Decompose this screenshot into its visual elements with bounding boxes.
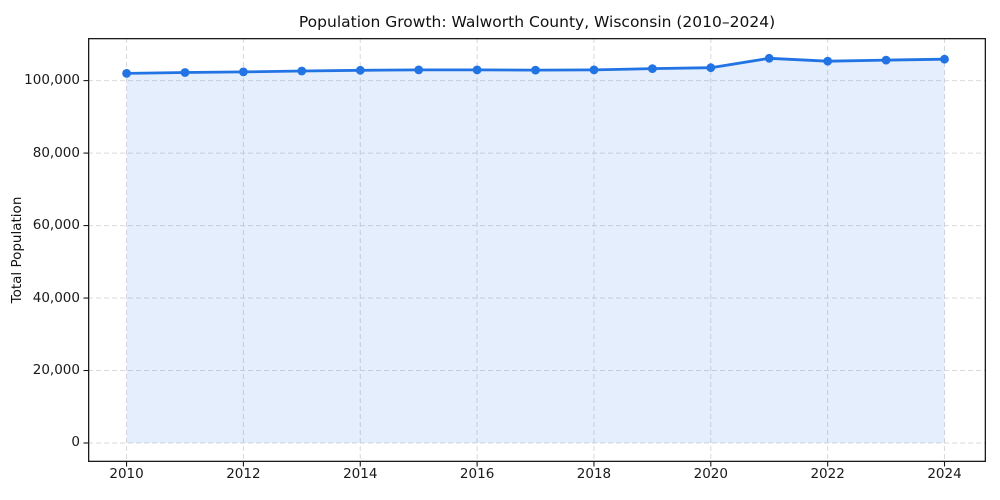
data-point-marker [589,65,599,75]
data-point-marker [180,68,190,77]
data-point-marker [706,63,716,73]
y-tick-label: 20,000 [32,362,80,379]
data-point-marker [472,65,482,75]
line-chart-canvas [83,37,987,467]
x-tick-label: 2012 [226,466,261,482]
x-tick-label: 2016 [459,466,495,482]
data-point-marker [239,67,248,77]
x-tick-label: 2024 [927,466,962,482]
y-tick-label: 60,000 [32,217,80,234]
y-tick-label: 40,000 [32,289,80,306]
y-tick-label: 100,000 [24,72,80,89]
y-tick-label: 80,000 [32,144,80,161]
data-point-marker [414,65,424,75]
x-tick-label: 2022 [810,466,845,482]
data-point-marker [531,65,540,75]
y-tick-label: 0 [71,434,80,451]
chart-title: Population Growth: Walworth County, Wisc… [298,13,776,31]
x-tick-label: 2010 [109,466,144,482]
data-point-marker [122,69,131,78]
data-point-marker [355,65,365,75]
x-tick-label: 2020 [693,466,728,482]
x-tick-label: 2018 [576,466,612,482]
data-point-marker [648,64,657,73]
data-point-marker [940,54,949,64]
plot-border [87,37,987,463]
x-tick-label: 2014 [343,466,378,482]
area-fill [126,58,945,444]
data-point-marker [297,66,307,76]
data-point-marker [823,56,833,66]
y-axis-label: Total Population [9,196,25,304]
data-point-marker [764,53,774,63]
data-point-marker [881,55,891,65]
